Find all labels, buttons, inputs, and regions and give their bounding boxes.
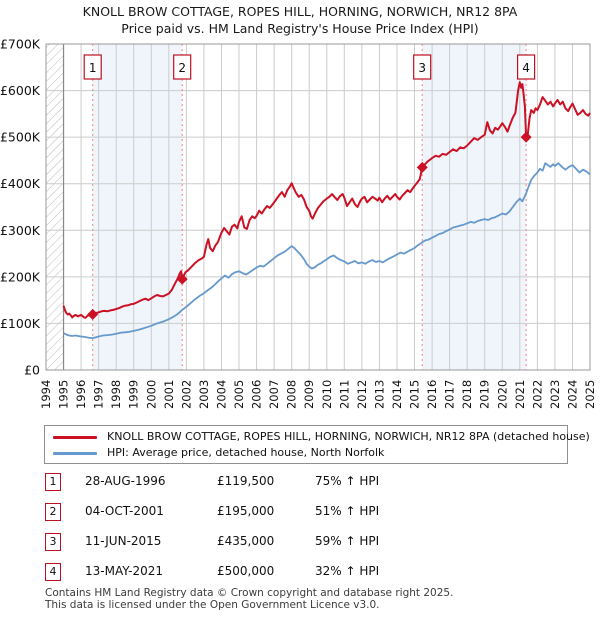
svg-text:£300K: £300K — [0, 223, 41, 238]
svg-text:2013: 2013 — [372, 380, 386, 409]
svg-text:£700K: £700K — [0, 37, 41, 52]
svg-text:2016: 2016 — [425, 380, 439, 409]
x-axis-labels: 1994 1995 1996 1997 1998 1999 2000 2001 2002 2003… — [39, 380, 597, 409]
license-footer: Contains HM Land Registry data © Crown c… — [45, 587, 585, 611]
hpi-line — [63, 162, 591, 340]
svg-text:2005: 2005 — [232, 380, 246, 409]
sale-hpi-delta: 51% ↑ HPI — [315, 504, 380, 518]
sale-date: 04-OCT-2001 — [85, 504, 164, 518]
svg-text:2011: 2011 — [337, 380, 351, 409]
svg-text:£0: £0 — [24, 363, 40, 378]
svg-text:2003: 2003 — [197, 380, 211, 409]
svg-text:1997: 1997 — [92, 380, 106, 409]
sales-table: 1 28-AUG-1996 £119,500 75% ↑ HPI 2 04-OC… — [45, 471, 570, 591]
page-title: KNOLL BROW COTTAGE, ROPES HILL, HORNING,… — [82, 4, 518, 19]
plot-border — [45, 43, 591, 371]
svg-text:2001: 2001 — [162, 380, 176, 409]
sale-number-badge: 4 — [45, 563, 61, 581]
svg-text:2018: 2018 — [460, 380, 474, 409]
svg-text:2012: 2012 — [355, 380, 369, 409]
sale-price: £119,500 — [217, 474, 275, 488]
svg-text:2020: 2020 — [495, 380, 509, 409]
svg-text:2006: 2006 — [250, 380, 264, 409]
svg-text:2024: 2024 — [566, 380, 580, 409]
sale-point-markers — [87, 131, 532, 320]
property-price-line — [62, 81, 591, 319]
sale-price: £500,000 — [217, 564, 275, 578]
sale-number-flags: 1 2 3 4 — [83, 54, 536, 80]
table-row: 2 04-OCT-2001 £195,000 51% ↑ HPI — [45, 501, 570, 531]
table-row: 3 11-JUN-2015 £435,000 59% ↑ HPI — [45, 531, 570, 561]
sale-number-badge: 1 — [45, 473, 61, 491]
svg-text:2014: 2014 — [390, 380, 404, 409]
legend-label: KNOLL BROW COTTAGE, ROPES HILL, HORNING,… — [107, 430, 590, 443]
sale-price: £435,000 — [217, 534, 275, 548]
svg-text:1999: 1999 — [127, 380, 141, 409]
svg-text:2023: 2023 — [548, 380, 562, 409]
svg-text:2015: 2015 — [408, 380, 422, 409]
hpi-line-swatch — [53, 452, 97, 455]
svg-text:2002: 2002 — [179, 380, 193, 409]
svg-text:2008: 2008 — [285, 380, 299, 409]
svg-text:2: 2 — [178, 61, 186, 75]
shaded-ownership-bands — [92, 44, 527, 370]
sale-date: 28-AUG-1996 — [85, 474, 166, 488]
svg-text:£400K: £400K — [0, 176, 41, 191]
svg-text:2000: 2000 — [144, 380, 158, 409]
sale-number-badge: 3 — [45, 533, 61, 551]
svg-text:1996: 1996 — [74, 380, 88, 409]
sale-date: 13-MAY-2021 — [85, 564, 164, 578]
svg-text:1995: 1995 — [57, 380, 71, 409]
sale-hpi-delta: 32% ↑ HPI — [315, 564, 380, 578]
footer-line: Contains HM Land Registry data © Crown c… — [45, 587, 454, 599]
chart-svg: 1 2 3 4 £0 £100K £200K £300K £400K £500K £600K £700… — [0, 37, 597, 410]
sale-date: 11-JUN-2015 — [85, 534, 162, 548]
svg-text:2019: 2019 — [478, 380, 492, 409]
price-history-chart: 1 2 3 4 £0 £100K £200K £300K £400K £500K £600K £700… — [0, 37, 597, 410]
svg-text:2025: 2025 — [583, 380, 597, 409]
svg-text:£100K: £100K — [0, 316, 41, 331]
legend-item-hpi: HPI: Average price, detached house, Nort… — [45, 445, 567, 461]
chart-legend: KNOLL BROW COTTAGE, ROPES HILL, HORNING,… — [44, 425, 590, 464]
footer-line: This data is licensed under the Open Gov… — [45, 598, 380, 611]
svg-text:2022: 2022 — [530, 380, 544, 409]
svg-text:2009: 2009 — [302, 380, 316, 409]
legend-item-property: KNOLL BROW COTTAGE, ROPES HILL, HORNING,… — [45, 429, 590, 445]
y-axis-labels: £0 £100K £200K £300K £400K £500K £600K £700K — [0, 37, 41, 378]
svg-text:2007: 2007 — [267, 380, 281, 409]
sale-hpi-delta: 59% ↑ HPI — [315, 534, 380, 548]
svg-text:1: 1 — [89, 61, 97, 75]
svg-text:£200K: £200K — [0, 269, 41, 284]
svg-text:2021: 2021 — [513, 380, 527, 409]
svg-text:1998: 1998 — [109, 380, 123, 409]
svg-text:3: 3 — [418, 61, 426, 75]
sale-price: £195,000 — [217, 504, 275, 518]
property-line-swatch — [53, 436, 97, 439]
svg-text:4: 4 — [522, 61, 530, 75]
legend-label: HPI: Average price, detached house, Nort… — [107, 446, 385, 459]
svg-text:£500K: £500K — [0, 130, 41, 145]
svg-text:£600K: £600K — [0, 83, 41, 98]
svg-text:2004: 2004 — [215, 380, 229, 409]
table-row: 1 28-AUG-1996 £119,500 75% ↑ HPI — [45, 471, 570, 501]
sale-hpi-delta: 75% ↑ HPI — [315, 474, 380, 488]
sale-number-badge: 2 — [45, 503, 61, 521]
table-row: 4 13-MAY-2021 £500,000 32% ↑ HPI — [45, 561, 570, 591]
svg-text:2010: 2010 — [320, 380, 334, 409]
no-data-hatch — [46, 44, 64, 370]
page-subtitle: Price paid vs. HM Land Registry's House … — [121, 21, 479, 36]
svg-text:1994: 1994 — [39, 380, 53, 409]
svg-text:2017: 2017 — [443, 380, 457, 409]
